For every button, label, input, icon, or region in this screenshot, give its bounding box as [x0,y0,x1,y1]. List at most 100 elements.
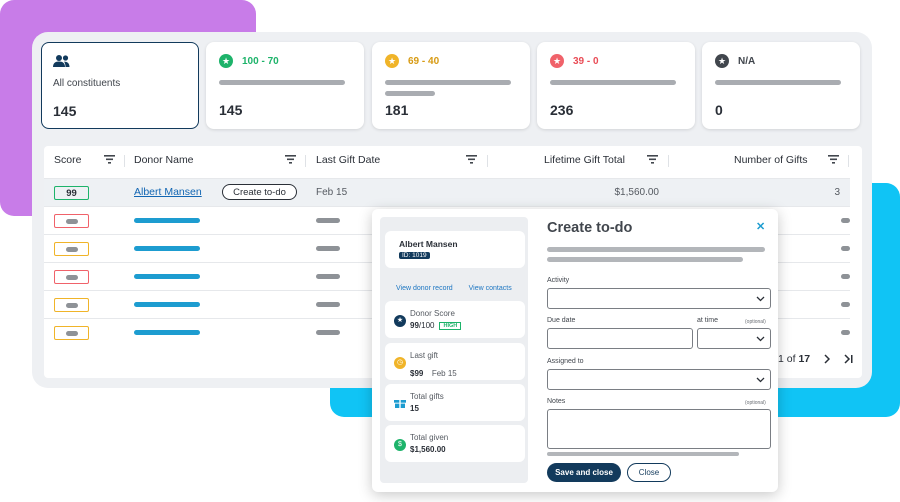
people-icon [53,55,70,67]
donor-name-link[interactable]: Albert Mansen [134,186,202,198]
create-todo-button[interactable]: Create to-do [222,184,297,200]
stat-donor-score: ★ Donor Score 99/100 HIGH [385,301,525,338]
filter-icon[interactable] [647,155,658,164]
assigned-to-label: Assigned to [547,358,584,365]
card-range: N/A [738,55,756,67]
placeholder-bar [715,80,841,85]
placeholder-bar [385,80,511,85]
notes-label: Notes [547,398,566,405]
score-box [54,298,89,312]
stat-value: 99/100 [410,321,435,330]
donor-header-box: Albert Mansen ID: 1019 [385,231,525,268]
chevron-down-icon [756,336,765,342]
score-box: 99 [54,186,89,200]
placeholder-bar [134,330,200,335]
placeholder-bar [385,91,435,96]
lifetime-total: $1,560.00 [614,187,660,198]
time-label: at time [697,317,719,324]
card-score-na[interactable]: ★ N/A 0 [702,42,860,129]
dialog-title: Create to-do [547,220,633,236]
stat-value: 15 [410,404,419,413]
card-count: 0 [715,102,723,118]
filter-icon[interactable] [285,155,296,164]
placeholder-bar [134,246,200,251]
close-button[interactable]: Close [627,463,671,482]
score-box [54,214,89,228]
due-date-label: Due date [547,317,576,324]
activity-label: Activity [547,277,570,284]
column-header-donor-name[interactable]: Donor Name [134,154,194,166]
placeholder-bar [550,80,676,85]
save-and-close-button[interactable]: Save and close [547,463,621,482]
stat-total-given: $ Total given $1,560.00 [385,425,525,462]
stat-value: $1,560.00 [410,445,446,454]
placeholder-bar [134,274,200,279]
notes-textarea[interactable] [547,409,771,449]
card-score-low[interactable]: ★ 39 - 0 236 [537,42,695,129]
view-contacts-link[interactable]: View contacts [468,285,512,292]
card-range: 69 - 40 [408,55,440,67]
stat-title: Total gifts [410,392,444,401]
column-divider [848,155,849,167]
dollar-icon: $ [394,439,406,451]
last-page-icon[interactable] [844,354,853,364]
view-donor-record-link[interactable]: View donor record [396,285,453,292]
pagination: 1 of 17 [778,353,853,365]
card-range: 100 - 70 [242,55,279,67]
gift-icon [394,400,406,408]
stat-value: $99 [410,369,424,378]
score-box [54,242,89,256]
stat-title: Donor Score [410,309,455,318]
card-count: 236 [550,102,574,118]
placeholder-bar [547,257,743,262]
optional-hint: (optional) [745,319,766,325]
star-icon: ★ [394,315,406,327]
filter-icon[interactable] [466,155,477,164]
placeholder-bar [841,330,850,335]
card-count: 145 [219,102,243,118]
placeholder-bar [316,302,340,307]
stat-title: Last gift [410,351,439,360]
time-select[interactable] [697,328,771,349]
last-gift-date: Feb 15 [316,187,348,198]
placeholder-bar [316,330,340,335]
column-divider [305,155,306,167]
column-header-score[interactable]: Score [54,154,82,166]
todo-form: Create to-do ✕ Activity Due date at time… [547,209,771,492]
card-count: 145 [53,103,77,119]
column-divider [487,155,488,167]
optional-hint: (optional) [745,400,766,406]
column-header-number-of-gifts[interactable]: Number of Gifts [734,154,808,166]
donor-id-badge: ID: 1019 [399,252,430,259]
chevron-right-icon[interactable] [824,354,831,364]
clock-icon: ◷ [394,357,406,369]
donor-name: Albert Mansen [399,239,458,249]
card-range: 39 - 0 [573,55,599,67]
card-score-high[interactable]: ★ 100 - 70 145 [206,42,364,129]
column-divider [668,155,669,167]
placeholder-bar [841,246,850,251]
activity-select[interactable] [547,288,771,309]
card-score-medium[interactable]: ★ 69 - 40 181 [372,42,530,129]
close-icon[interactable]: ✕ [756,221,766,233]
page-indicator: 1 of 17 [778,353,811,365]
placeholder-bar [134,302,200,307]
filter-icon[interactable] [828,155,839,164]
star-icon: ★ [715,54,729,68]
table-row[interactable] [44,206,850,234]
star-icon: ★ [550,54,564,68]
table-row[interactable]: 99 Albert Mansen Create to-do Feb 15 $1,… [44,178,850,206]
placeholder-bar [547,247,765,252]
star-icon: ★ [219,54,233,68]
card-all-constituents[interactable]: All constituents 145 [41,42,199,129]
placeholder-bar [134,218,200,223]
assigned-to-select[interactable] [547,369,771,390]
filter-icon[interactable] [104,155,115,164]
column-header-lifetime-gift-total[interactable]: Lifetime Gift Total [544,154,625,166]
due-date-field[interactable] [547,328,693,349]
stat-title: Total given [410,433,449,442]
score-box [54,270,89,284]
card-label: All constituents [53,78,121,89]
create-todo-dialog: Albert Mansen ID: 1019 View donor record… [372,209,778,492]
column-header-last-gift-date[interactable]: Last Gift Date [316,154,381,166]
